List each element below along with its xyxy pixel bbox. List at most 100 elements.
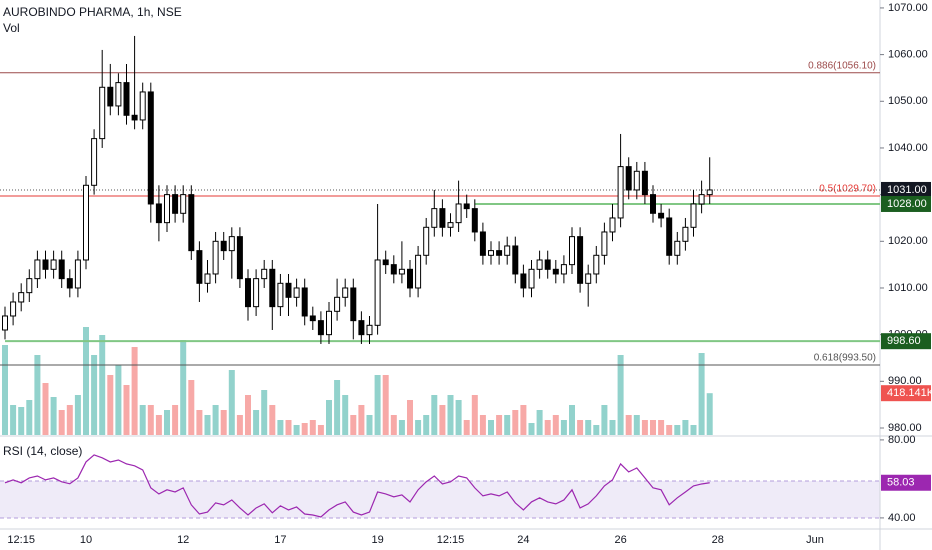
candle-body	[155, 203, 162, 224]
candle-body	[690, 203, 697, 228]
candle-body	[407, 268, 413, 289]
candle-body	[488, 250, 494, 256]
volume-bar	[139, 405, 146, 435]
volume-bar	[285, 420, 292, 435]
y-tick-label: 1060.00	[888, 49, 928, 61]
volume-bar	[66, 405, 73, 435]
volume-bar	[50, 397, 57, 435]
candle-body	[674, 240, 681, 256]
volume-bar	[609, 420, 616, 435]
volume-bar	[471, 395, 478, 435]
volume-bar	[326, 400, 332, 435]
candle-body	[123, 82, 130, 116]
candle-body	[269, 268, 276, 308]
candle-body	[617, 166, 624, 219]
candle-body	[374, 259, 381, 326]
candle-body	[666, 217, 673, 256]
candle-body	[358, 320, 365, 336]
fib-label: 0.5(1029.70)	[819, 184, 876, 195]
volume-bar	[309, 420, 316, 435]
volume-bar	[504, 415, 511, 435]
rsi-label-box	[881, 474, 931, 491]
candle-body	[496, 250, 503, 256]
fib-label: 0.886(1056.10)	[808, 60, 876, 71]
candle-body	[528, 268, 535, 289]
candle-body	[172, 194, 179, 214]
volume-bar	[601, 405, 608, 435]
candle-body	[147, 91, 154, 205]
candle-body	[212, 240, 219, 275]
x-tick-label: 26	[614, 534, 626, 546]
volume-bar	[277, 420, 284, 435]
x-tick-label: 24	[517, 534, 529, 546]
candle-body	[18, 292, 25, 303]
rsi-tick-label: 80.00	[888, 434, 916, 446]
volume-bar	[83, 327, 89, 435]
candle-body	[139, 91, 146, 121]
x-tick-label: 10	[80, 534, 92, 546]
candle-body	[447, 222, 454, 228]
volume-bar	[196, 410, 203, 435]
chart-title: AUROBINDO PHARMA, 1h, NSE	[3, 5, 182, 19]
candle-body	[512, 245, 519, 275]
candle-body	[609, 217, 616, 233]
volume-bar	[212, 405, 219, 435]
candle-body	[326, 310, 332, 336]
volume-bar	[358, 405, 365, 435]
candle-body	[431, 208, 438, 228]
rsi-line	[4, 454, 710, 518]
candle-body	[658, 212, 665, 219]
candle-body	[107, 86, 114, 107]
candle-body	[261, 268, 268, 280]
support-label-box	[881, 195, 931, 212]
candle-body	[415, 254, 422, 289]
rsi-title: RSI (14, close)	[3, 444, 82, 458]
volume-bar	[455, 400, 462, 435]
candle-body	[601, 231, 608, 256]
volume-bar	[512, 410, 519, 435]
candle-body	[552, 268, 559, 275]
candle-body	[285, 282, 292, 298]
candle-body	[334, 296, 341, 312]
candle-body	[463, 203, 470, 210]
volume-bar	[131, 347, 138, 435]
support-label: 998.60	[887, 335, 921, 347]
volume-bar	[650, 420, 656, 435]
last-price-label: 1031.00	[887, 184, 927, 196]
volume-bar	[253, 410, 260, 435]
volume-bar	[10, 405, 17, 435]
volume-bar	[674, 425, 681, 435]
volume-bar	[228, 370, 235, 435]
candle-body	[236, 236, 243, 280]
volume-bar	[641, 420, 648, 435]
candle-body	[253, 278, 260, 308]
support-label: 1028.00	[887, 198, 927, 210]
volume-bar	[407, 400, 413, 435]
volume-label-box	[881, 385, 931, 402]
volume-bar	[463, 420, 470, 435]
y-tick-label: 980.00	[888, 422, 922, 434]
candle-body	[245, 278, 251, 308]
volume-bar	[236, 415, 243, 435]
volume-bar	[155, 415, 162, 435]
volume-bar	[666, 425, 673, 435]
candle-body	[706, 189, 713, 196]
volume-label: 418.141K	[887, 387, 932, 399]
volume-bar	[334, 380, 341, 435]
candle-body	[593, 254, 600, 275]
volume-bar	[301, 423, 308, 435]
volume-bar	[617, 355, 624, 435]
rsi-band	[0, 481, 880, 518]
y-tick-label: 1040.00	[888, 142, 928, 154]
volume-bar	[220, 410, 227, 435]
candle-body	[50, 259, 57, 270]
volume-bar	[91, 355, 98, 435]
rsi-tick-label: 40.00	[888, 512, 916, 524]
volume-bar	[682, 420, 689, 435]
candle-body	[439, 208, 446, 228]
candle-body	[42, 259, 49, 270]
candle-body	[471, 208, 478, 233]
candle-body	[390, 264, 397, 275]
candle-body	[83, 184, 89, 261]
